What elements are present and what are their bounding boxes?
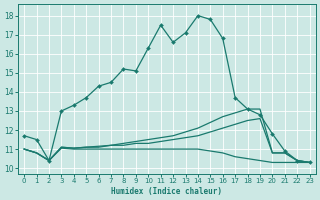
X-axis label: Humidex (Indice chaleur): Humidex (Indice chaleur) xyxy=(111,187,222,196)
